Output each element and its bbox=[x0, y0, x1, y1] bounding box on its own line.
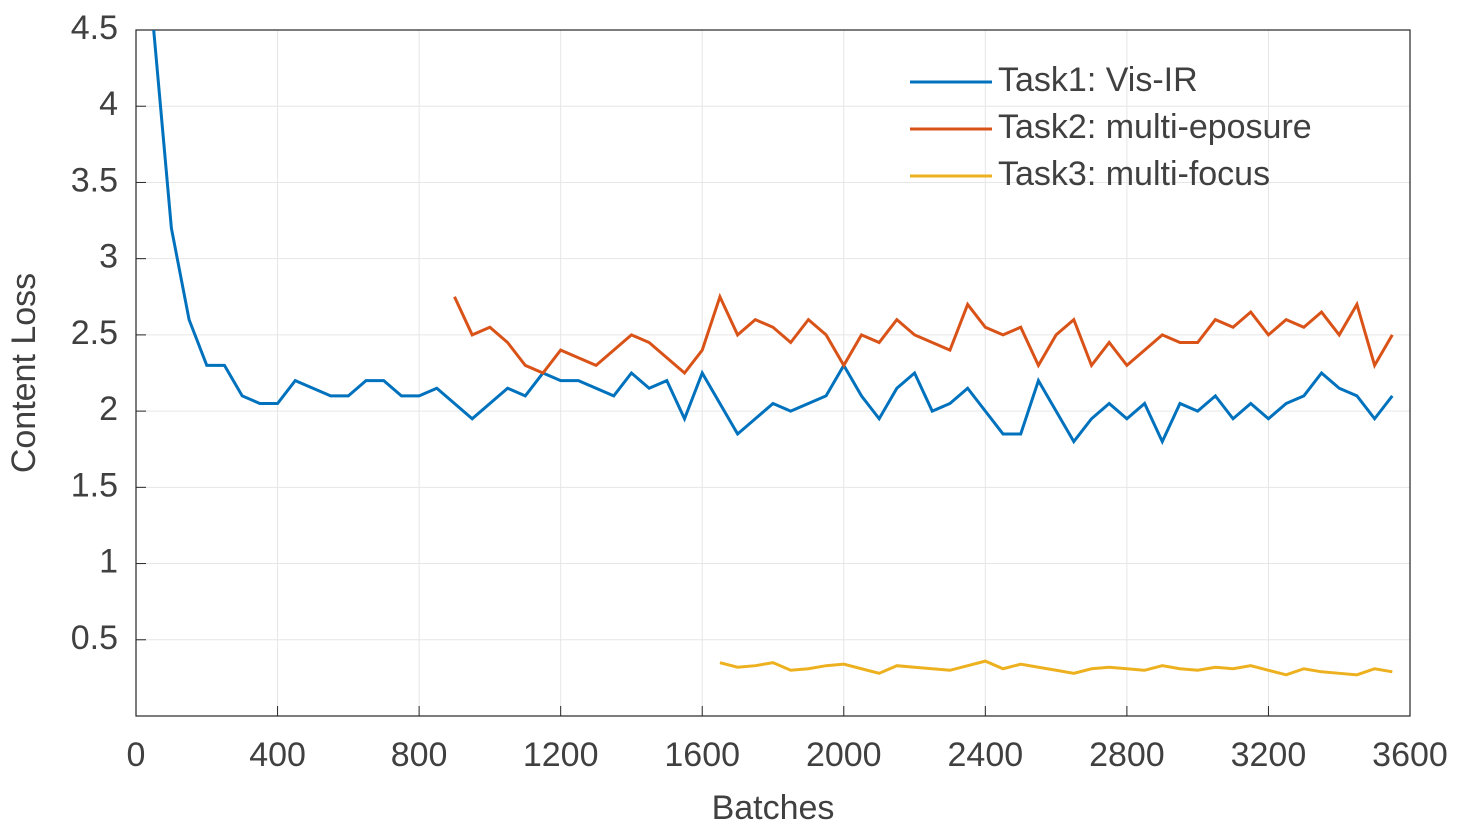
legend-label: Task3: multi-focus bbox=[998, 155, 1270, 193]
x-tick-label: 400 bbox=[249, 736, 306, 774]
y-tick-label: 3.5 bbox=[71, 161, 118, 199]
y-tick-label: 0.5 bbox=[71, 619, 118, 657]
x-tick-label: 2800 bbox=[1089, 736, 1165, 774]
legend-label: Task1: Vis-IR bbox=[998, 61, 1198, 99]
x-tick-label: 1600 bbox=[664, 736, 740, 774]
y-axis-label: Content Loss bbox=[5, 273, 43, 473]
plot-frame bbox=[135, 29, 1411, 717]
data-line bbox=[152, 30, 1394, 446]
x-tick-label: 1200 bbox=[523, 736, 599, 774]
y-tick-label: 1.5 bbox=[71, 466, 118, 504]
y-tick-label: 1 bbox=[99, 543, 118, 581]
x-tick-label: 3200 bbox=[1231, 736, 1307, 774]
x-tick-label: 0 bbox=[127, 736, 146, 774]
x-tick-label: 2400 bbox=[948, 736, 1024, 774]
legend-label: Task2: multi-eposure bbox=[998, 108, 1312, 146]
y-tick-label: 4.5 bbox=[71, 9, 118, 47]
x-tick-label: 800 bbox=[391, 736, 448, 774]
x-axis-label: Batches bbox=[712, 789, 835, 827]
x-tick-label: 3600 bbox=[1372, 736, 1448, 774]
x-tick-label: 2000 bbox=[806, 736, 882, 774]
data-line bbox=[719, 659, 1393, 677]
data-line bbox=[453, 292, 1394, 376]
y-tick-label: 2.5 bbox=[71, 314, 118, 352]
y-tick-label: 3 bbox=[99, 238, 118, 276]
y-tick-label: 4 bbox=[99, 85, 118, 123]
y-tick-label: 2 bbox=[99, 390, 118, 428]
